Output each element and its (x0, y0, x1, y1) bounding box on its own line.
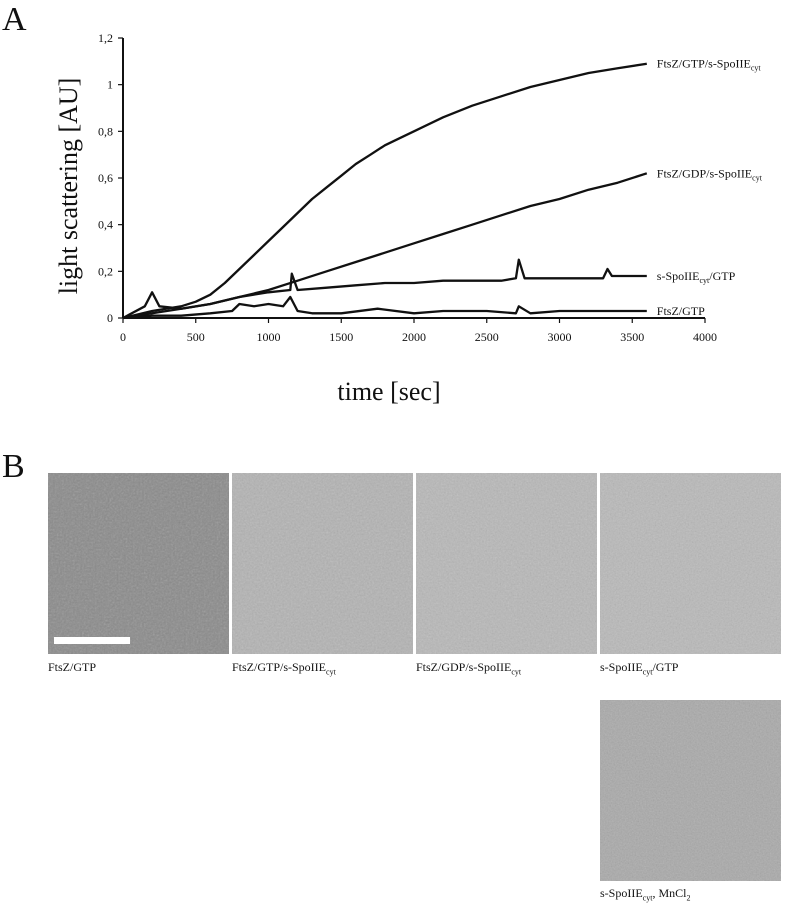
series-line-ftsz-gtp (122, 295, 647, 320)
y-tick-label: 0,4 (98, 218, 113, 232)
x-tick-label: 3500 (620, 330, 644, 344)
x-tick-label: 1500 (329, 330, 353, 344)
micrograph-ftsz-gtp (48, 473, 229, 654)
y-tick-label: 0 (107, 311, 113, 325)
y-tick-label: 0,2 (98, 264, 113, 278)
micrograph-spoiie-gtp (600, 473, 781, 654)
scale-bar (54, 637, 130, 644)
y-tick-label: 0,6 (98, 171, 113, 185)
micrograph-ftsz-gtp-spoiie (232, 473, 413, 654)
y-tick-label: 0,8 (98, 124, 113, 138)
micrograph-ftsz-gdp-spoiie (416, 473, 597, 654)
y-axis-title: light scattering [AU] (54, 78, 83, 295)
x-tick-label: 0 (120, 330, 126, 344)
panel-b-letter: B (2, 448, 25, 485)
x-tick-label: 2000 (402, 330, 426, 344)
micrograph-label-ftsz-gtp: FtsZ/GTP (48, 660, 97, 674)
micrograph-label-spoiie-mncl2: s-SpoIIEcyt, MnCl2 (600, 886, 691, 903)
light-scattering-chart: 0 500 1000 1500 2000 2500 3000 3500 4000 0 0,2 0,4 0… (54, 31, 763, 406)
series-line-s-spoiiecyt-gtp (122, 258, 647, 320)
series-label-s-spoiiecyt-gtp: s-SpoIIEcyt/GTP (657, 269, 736, 285)
micrograph-spoiie-mncl2 (600, 700, 781, 881)
x-tick-label: 1000 (257, 330, 281, 344)
y-tick-label: 1 (107, 78, 113, 92)
y-tick-label: 1,2 (98, 31, 113, 45)
series-label-ftsz-gdp-s-spoiiecyt: FtsZ/GDP/s-SpoIIEcyt (657, 166, 763, 182)
micrograph-label-ftsz-gdp-spoiie: FtsZ/GDP/s-SpoIIEcyt (416, 660, 522, 677)
x-tick-label: 2500 (475, 330, 499, 344)
x-tick-label: 500 (187, 330, 205, 344)
series-line-ftsz-gtp-s-spoiiecyt (122, 62, 647, 320)
x-axis-title: time [sec] (337, 377, 440, 406)
series-line-ftsz-gdp-s-spoiiecyt (122, 172, 648, 320)
micrograph-label-spoiie-gtp: s-SpoIIEcyt/GTP (600, 660, 679, 677)
series-label-ftsz-gtp: FtsZ/GTP (657, 304, 705, 318)
micrograph-label-ftsz-gtp-spoiie: FtsZ/GTP/s-SpoIIEcyt (232, 660, 336, 677)
x-tick-label: 4000 (693, 330, 717, 344)
series-label-ftsz-gtp-s-spoiiecyt: FtsZ/GTP/s-SpoIIEcyt (657, 57, 762, 73)
panel-a-letter: A (2, 1, 27, 38)
x-tick-label: 3000 (548, 330, 572, 344)
